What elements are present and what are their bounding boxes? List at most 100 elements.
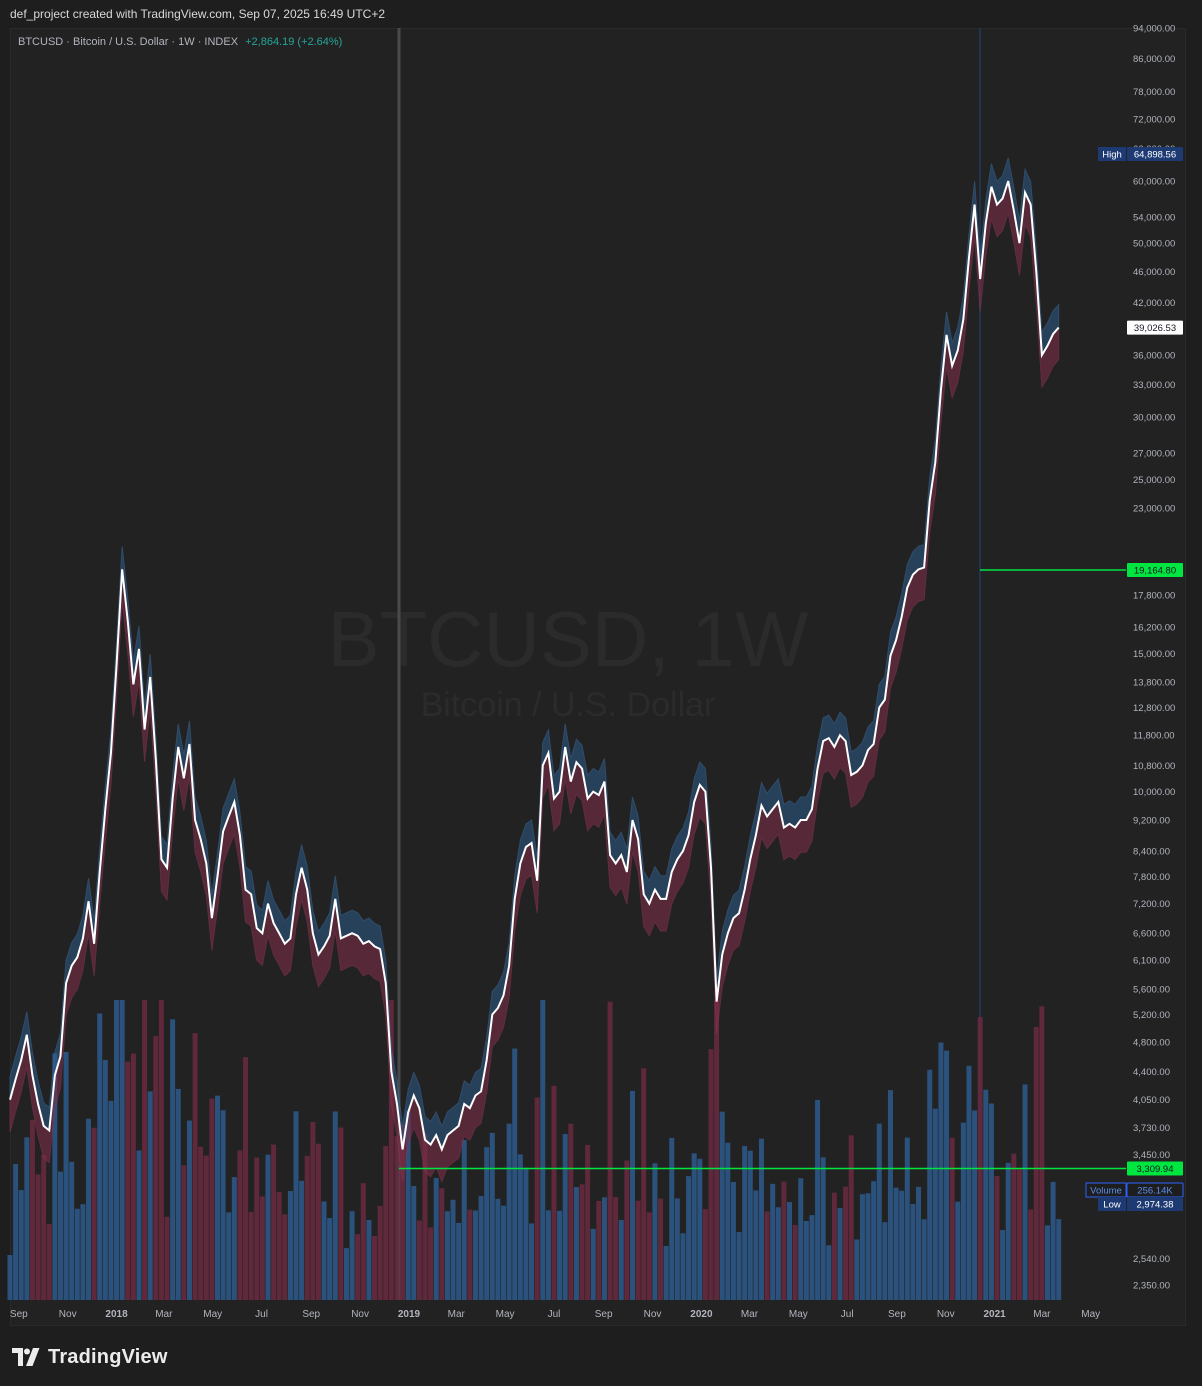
time-axis-tick: Sep (595, 1309, 613, 1320)
volume-bar (57, 1171, 63, 1300)
volume-bar (882, 1222, 888, 1300)
high-value-label-text: 64,898.56 (1134, 150, 1176, 161)
price-axis-tick: 9,200.00 (1133, 816, 1170, 827)
volume-bar (18, 1190, 24, 1300)
volume-bar (540, 1000, 546, 1300)
volume-bar (803, 1221, 809, 1300)
volume-bar (254, 1157, 260, 1300)
volume-bar (686, 1176, 692, 1300)
volume-bar (775, 1207, 781, 1300)
volume-bar (360, 1183, 366, 1300)
time-axis-tick: Jul (548, 1309, 561, 1320)
volume-bar (484, 1147, 490, 1300)
volume-bar (573, 1187, 579, 1300)
volume-bar (557, 1210, 563, 1300)
volume-bar (927, 1069, 933, 1300)
volume-bar (400, 1124, 406, 1300)
volume-bar (1050, 1181, 1056, 1300)
volume-bar (697, 1158, 703, 1300)
volume-bar (1056, 1219, 1062, 1300)
price-axis-tick: 30,000.00 (1133, 413, 1175, 424)
last-price-label: 39,026.53 (1127, 320, 1183, 335)
volume-bar (86, 1118, 92, 1300)
volume-bar (158, 1000, 164, 1300)
volume-bar (887, 1090, 893, 1300)
lower-level-label: 3,309.94 (1127, 1161, 1183, 1176)
price-axis-tick: 25,000.00 (1133, 475, 1175, 486)
upper-level-label: 19,164.80 (1127, 562, 1183, 577)
time-axis-tick: Nov (59, 1309, 77, 1320)
time-axis-tick: May (1081, 1309, 1100, 1320)
volume-bar (512, 1048, 518, 1300)
volume-bar (383, 1145, 389, 1300)
time-axis: Sep Nov 2018 Mar May Jul Sep Nov 2019 Mar May Jul Se… (10, 1309, 1100, 1320)
volume-bar (736, 1232, 742, 1300)
volume-bar (983, 1089, 989, 1300)
time-axis-tick: Nov (644, 1309, 662, 1320)
volume-bar (916, 1186, 922, 1300)
volume-bar (758, 1138, 764, 1300)
tradingview-logo[interactable]: TradingView (12, 1344, 168, 1370)
volume-bar (781, 1181, 787, 1300)
volume-bar (955, 1201, 961, 1300)
low-tag: Low (1098, 1197, 1126, 1211)
low-value-label-text: 2,974.38 (1137, 1200, 1174, 1211)
last-price-label-box (1127, 320, 1183, 335)
volume-bar (265, 1154, 271, 1300)
volume-bar (214, 1095, 220, 1300)
upper-level-label-box (1127, 562, 1183, 577)
volume-bar (243, 1057, 249, 1300)
volume-bar (708, 1049, 714, 1300)
price-axis-tick: 16,200.00 (1133, 623, 1175, 634)
volume-bar (837, 1207, 843, 1300)
price-axis-tick: 27,000.00 (1133, 449, 1175, 460)
volume-bar (601, 1197, 607, 1300)
volume-bar (893, 1187, 899, 1300)
volume-bar (988, 1103, 994, 1300)
volume-bar (349, 1211, 355, 1300)
legend-change: +2,864.19 (+2.64%) (245, 36, 343, 48)
volume-value-label: 256.14K (1126, 1182, 1184, 1198)
symbol-legend[interactable]: BTCUSD · Bitcoin / U.S. Dollar · 1W · IN… (18, 36, 342, 48)
watermark-symbol: BTCUSD, 1W (327, 595, 808, 683)
volume-bar (618, 1220, 624, 1300)
volume-bar (753, 1190, 759, 1300)
volume-bars (7, 1000, 1062, 1300)
high-value-label: 64,898.56 (1127, 147, 1183, 161)
time-axis-tick: Mar (155, 1309, 173, 1320)
volume-value-label-text: 256.14K (1137, 1186, 1173, 1197)
volume-bar (108, 1100, 114, 1300)
volume-bar (355, 1234, 361, 1300)
time-axis-tick: 2019 (398, 1309, 421, 1320)
volume-bar (764, 1211, 770, 1300)
price-axis-tick: 60,000.00 (1133, 177, 1175, 188)
volume-bar (416, 1220, 422, 1300)
volume-bar (130, 1053, 136, 1300)
volume-bar (495, 1198, 501, 1300)
volume-bar (579, 1184, 585, 1300)
volume-bar (506, 1123, 512, 1300)
volume-bar (338, 1127, 344, 1300)
price-axis-tick: 33,000.00 (1133, 380, 1175, 391)
time-axis-tick: 2021 (983, 1309, 1006, 1320)
volume-bar (321, 1201, 327, 1300)
volume-bar (871, 1181, 877, 1300)
volume-bar (551, 1085, 557, 1300)
volume-bar (730, 1181, 736, 1300)
volume-bar (725, 1142, 731, 1300)
last-price-label-text: 39,026.53 (1134, 323, 1176, 334)
price-axis-tick: 15,000.00 (1133, 649, 1175, 660)
volume-bar (1028, 1209, 1034, 1300)
volume-bar (1005, 1162, 1011, 1300)
volume-bar (899, 1190, 905, 1300)
upper-level-label-text: 19,164.80 (1134, 565, 1176, 576)
price-axis-tick: 5,600.00 (1133, 985, 1170, 996)
volume-bar (97, 1013, 103, 1300)
volume-bar (366, 1219, 372, 1300)
volume-bar (332, 1111, 338, 1300)
volume-bar (186, 1120, 192, 1300)
volume-bar (467, 1209, 473, 1300)
volume-bar (585, 1144, 591, 1300)
volume-bar (534, 1097, 540, 1300)
